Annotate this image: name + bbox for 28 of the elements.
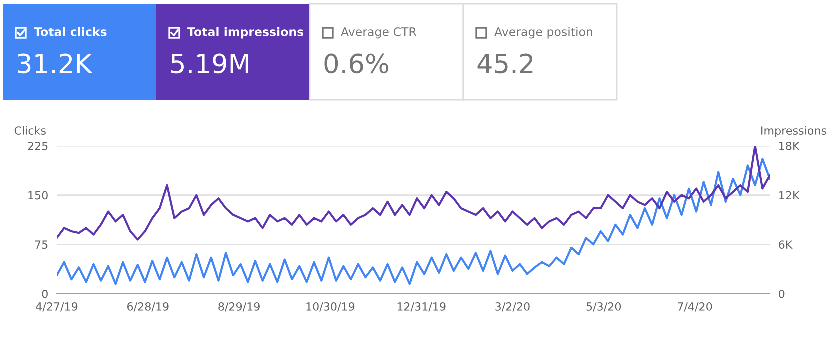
category-label: Total clicks [34, 27, 107, 36]
y-tick-label: 75 [35, 240, 48, 250]
x-tick-label: 8/29/19 [218, 302, 260, 312]
y-tick-label: 225 [28, 142, 48, 150]
y-tick-label: 0 [42, 290, 48, 298]
y2-tick-label: 12K [780, 191, 800, 200]
line-series [57, 158, 770, 286]
category-label: Total impressions [188, 27, 304, 39]
x-tick-label: 7/4/20 [678, 302, 712, 312]
y2-tick-label: 18K [780, 142, 800, 150]
x-tick-label: 3/2/20 [496, 302, 530, 312]
line-series [57, 146, 770, 241]
y2-tick-label: 6K [779, 240, 793, 250]
y2-axis-title: Impressions [762, 126, 826, 138]
category-label: Average CTR [341, 27, 417, 39]
text: 31.2K [18, 54, 93, 74]
text: 5.19M [172, 54, 248, 74]
x-tick-label: 10/30/19 [306, 302, 355, 312]
y-axis-title: Clicks [14, 126, 46, 135]
text: 45.2 [478, 54, 533, 74]
y2-tick-label: 0 [779, 290, 785, 298]
text: 0.6% [324, 54, 389, 74]
x-tick-label: 4/27/19 [36, 302, 78, 312]
x-tick-label: 12/31/19 [398, 302, 446, 312]
y-tick-label: 150 [28, 191, 48, 200]
x-tick-label: 6/28/19 [128, 302, 169, 312]
category-label: Average position [494, 27, 592, 39]
x-tick-label: 5/3/20 [586, 302, 622, 312]
